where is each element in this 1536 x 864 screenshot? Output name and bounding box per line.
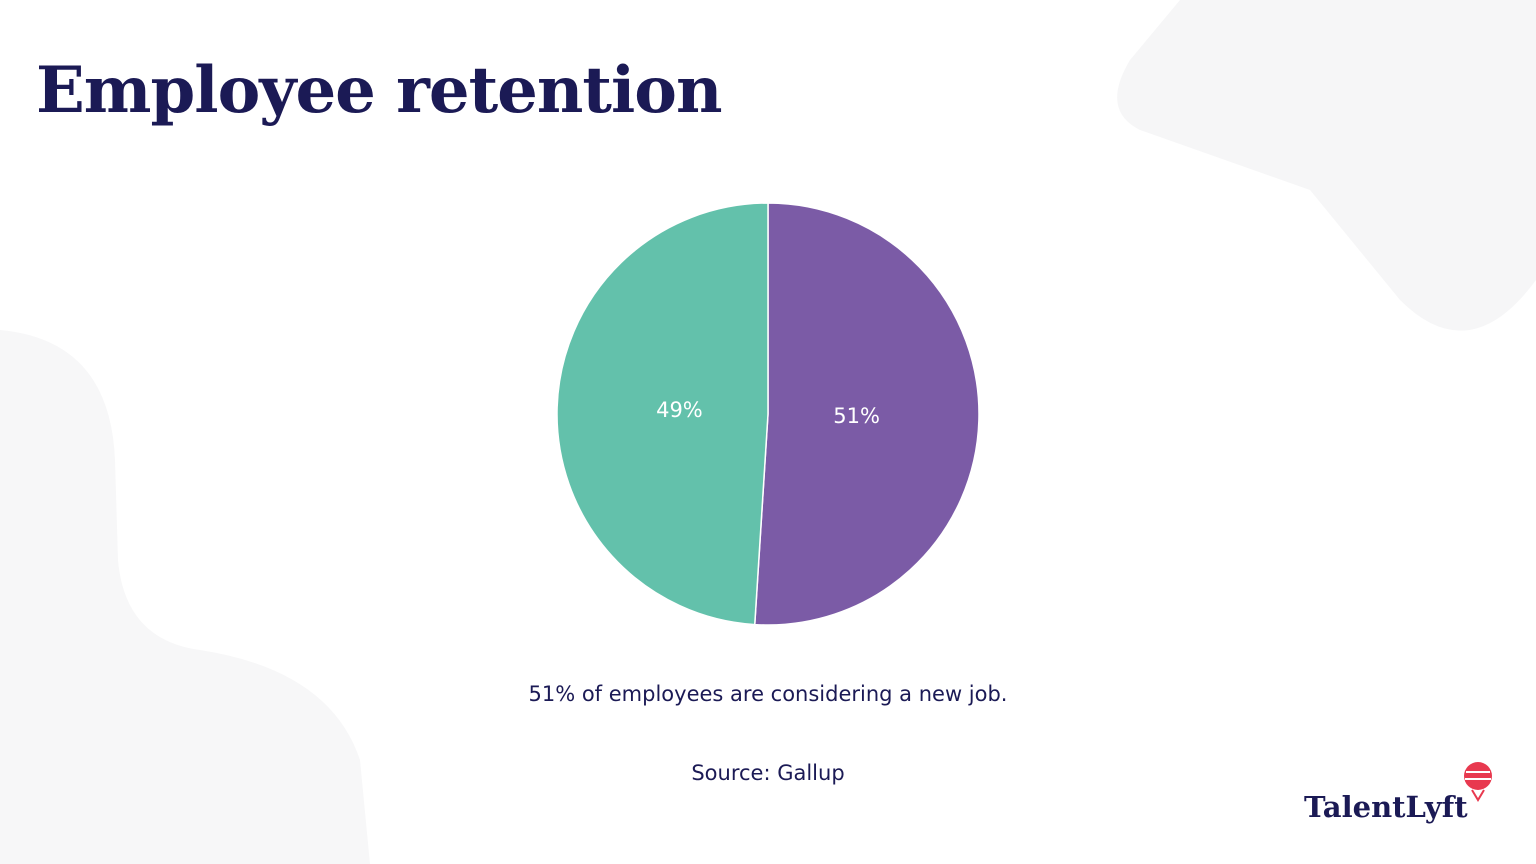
- background-shape: [0, 330, 370, 864]
- value-label: 49%: [656, 398, 703, 422]
- pie-slice: [556, 202, 769, 626]
- pie-slice: [753, 202, 980, 626]
- chart-title: Employee retention: [36, 53, 722, 128]
- source: Source: Gallup: [691, 761, 844, 785]
- pie: 51% 49%: [556, 202, 980, 626]
- caption: 51% of employees are considering a new j…: [528, 682, 1007, 706]
- logo: TalentLyft: [1304, 790, 1468, 824]
- logo-icon: [1464, 762, 1492, 802]
- value-label: 51%: [833, 404, 880, 428]
- background-shape: [1117, 0, 1536, 331]
